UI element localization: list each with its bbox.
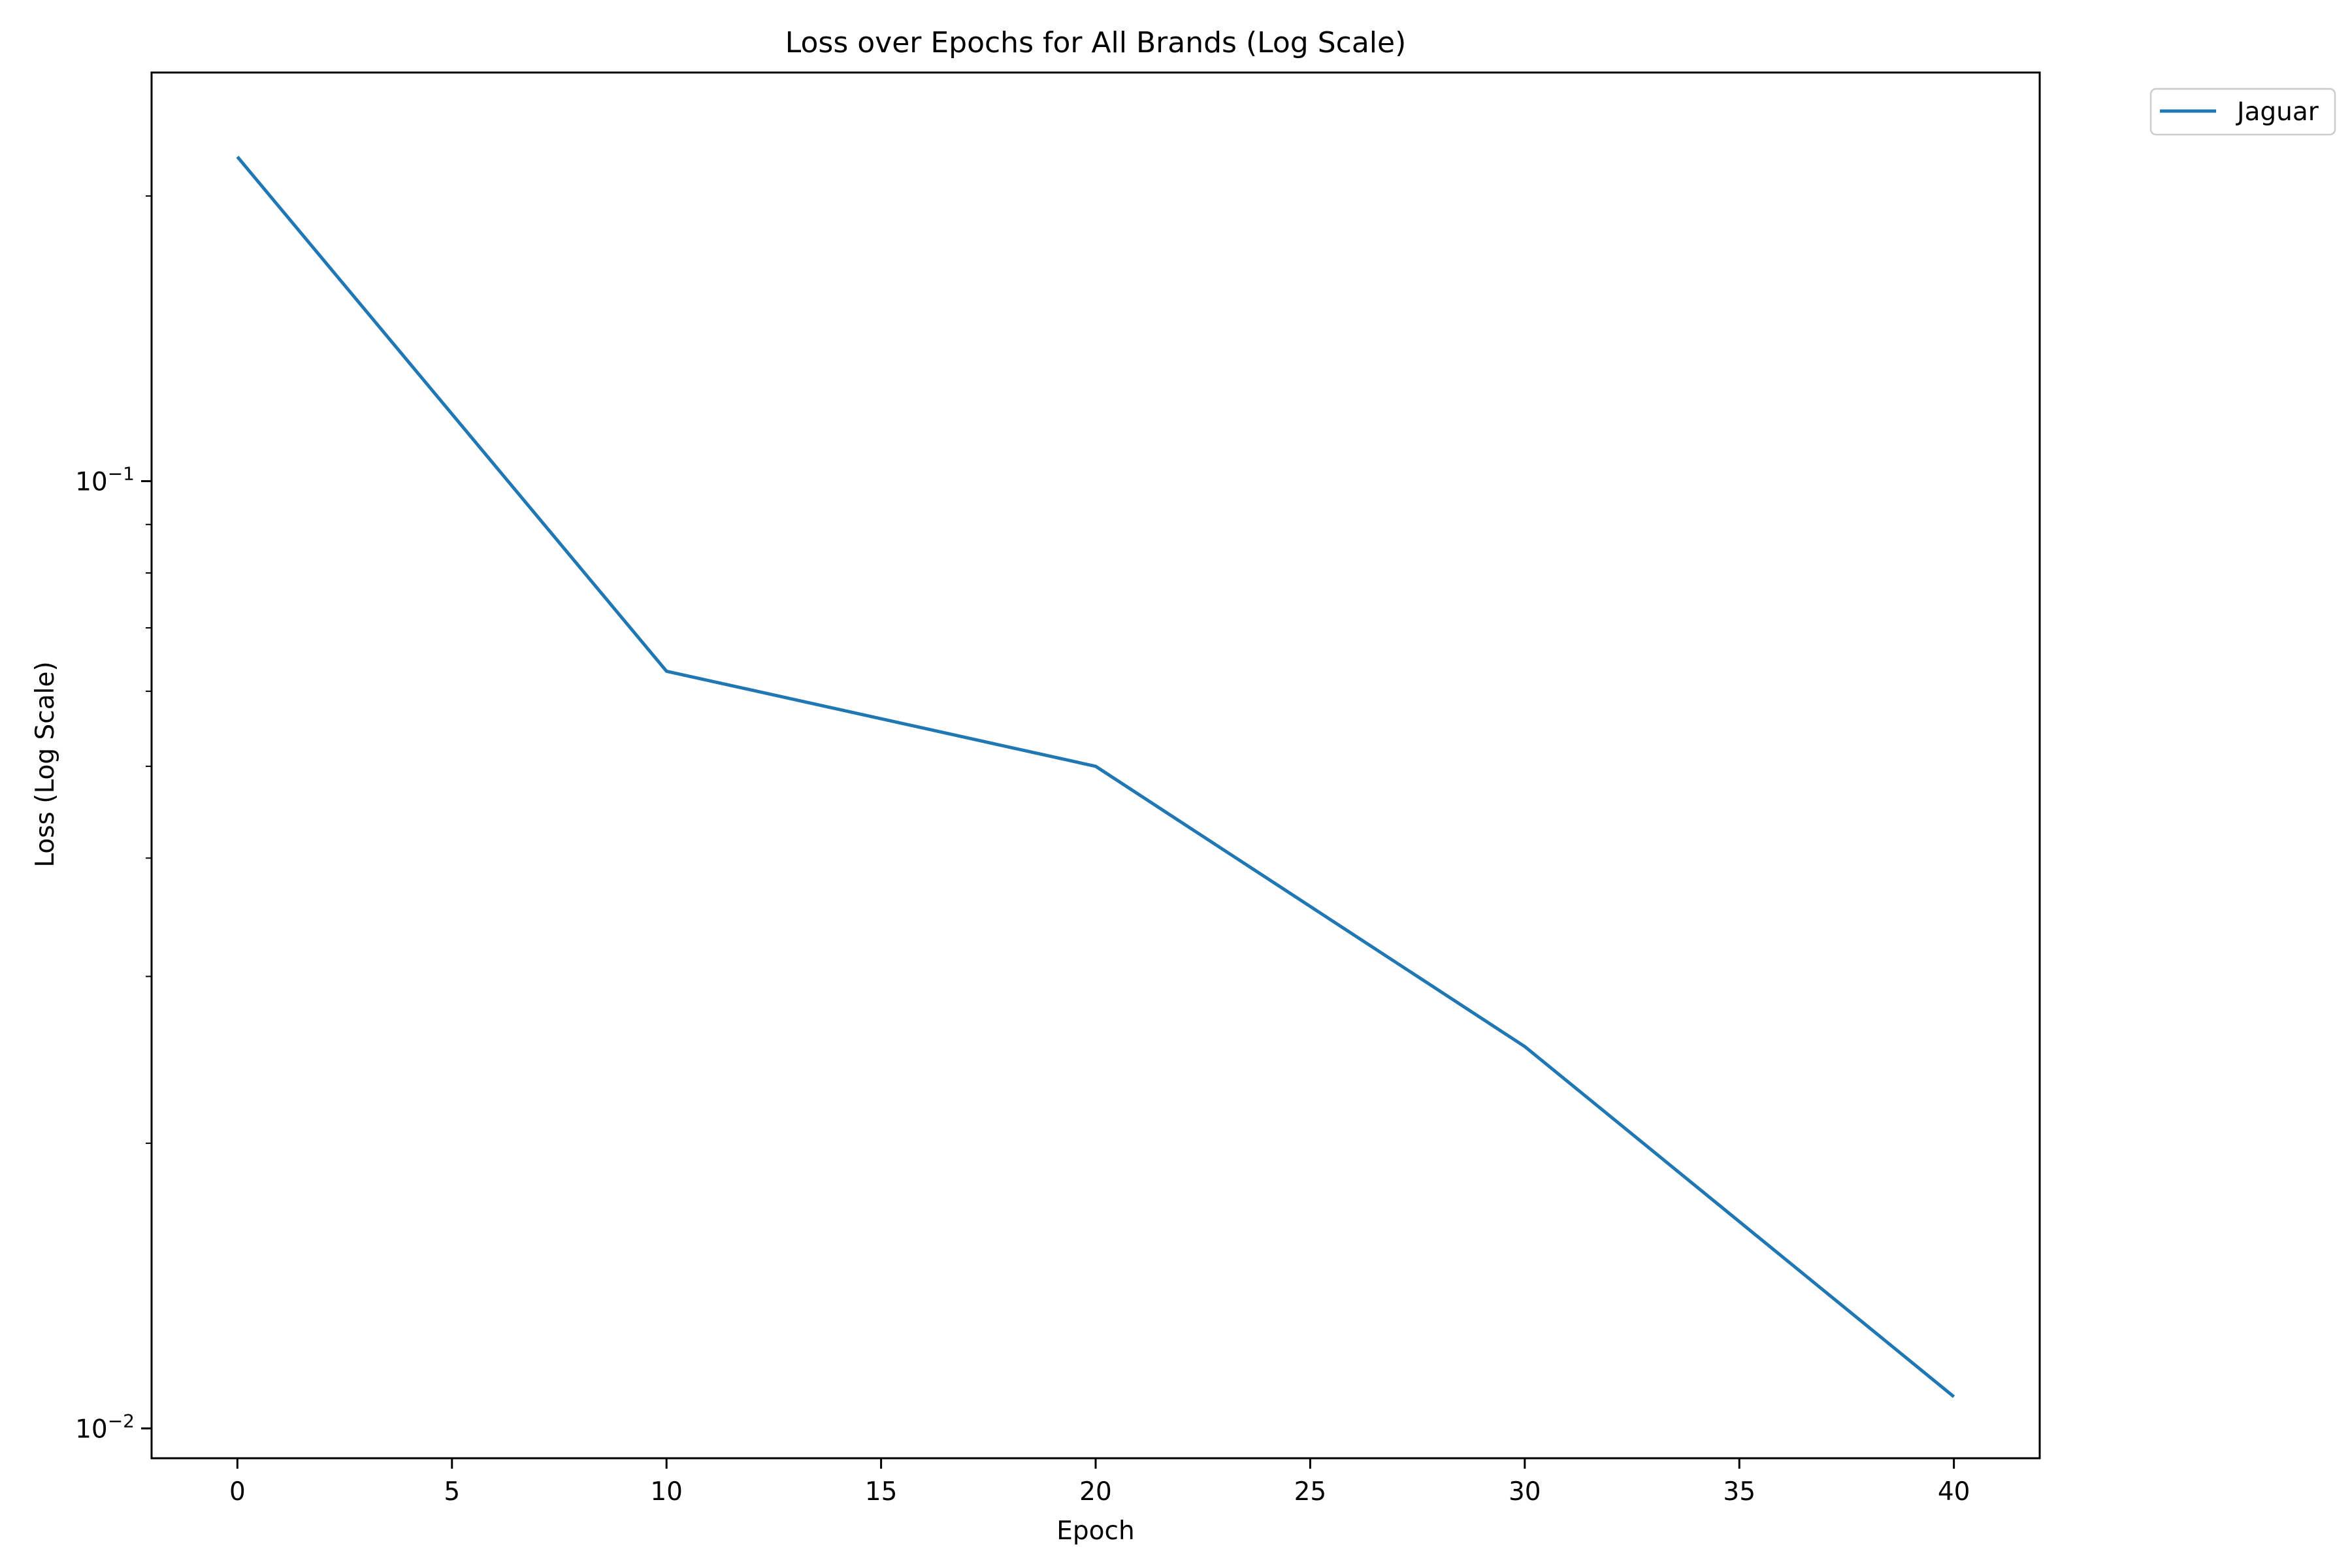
x-tick-label: 0 — [229, 1477, 246, 1507]
x-axis-ticks: 0 5 10 15 20 25 30 35 40 — [229, 1458, 1970, 1507]
x-tick-label: 40 — [1938, 1477, 1970, 1507]
plot-area — [236, 155, 1955, 1398]
y-axis-label: Loss (Log Scale) — [31, 661, 60, 867]
chart-title: Loss over Epochs for All Brands (Log Sca… — [785, 26, 1407, 59]
legend-box — [2149, 88, 2336, 136]
y-axis-ticks: 10−1 10−2 — [75, 195, 152, 1444]
x-axis-label: Epoch — [1056, 1516, 1134, 1546]
x-tick-label: 10 — [650, 1477, 683, 1507]
y-tick-label: 10−1 — [75, 463, 135, 497]
x-tick-label: 5 — [444, 1477, 460, 1507]
x-tick-label: 15 — [865, 1477, 898, 1507]
x-tick-label: 35 — [1723, 1477, 1756, 1507]
x-tick-label: 20 — [1079, 1477, 1112, 1507]
axes-frame — [150, 71, 2041, 1460]
legend-label-jaguar: Jaguar — [2235, 97, 2319, 127]
series-line-jaguar — [236, 155, 1955, 1398]
legend: Jaguar — [2149, 88, 2336, 136]
x-tick-label: 30 — [1509, 1477, 1541, 1507]
x-tick-label: 25 — [1294, 1477, 1327, 1507]
y-tick-label: 10−2 — [75, 1410, 135, 1444]
